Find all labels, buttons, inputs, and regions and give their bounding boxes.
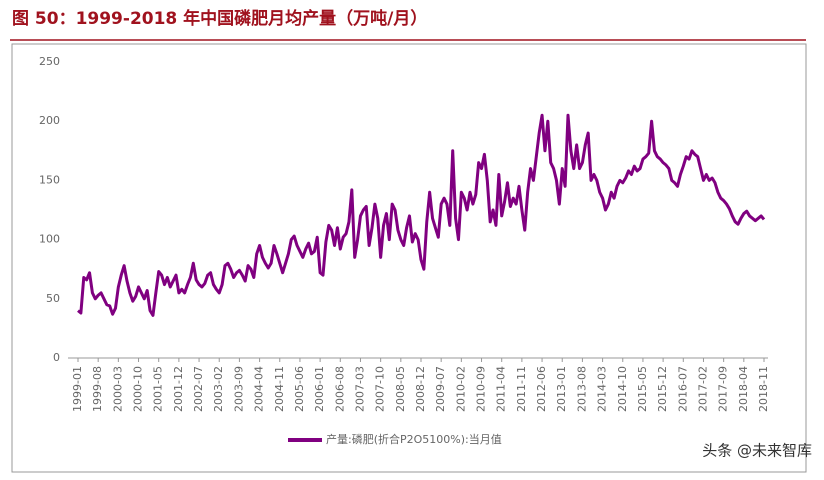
x-tick-label: 2013-01 <box>555 366 568 412</box>
x-tick-label: 2014-10 <box>616 366 629 412</box>
x-tick-label: 2009-07 <box>434 366 447 412</box>
x-tick-label: 1999-01 <box>71 366 84 412</box>
x-tick-label: 2006-08 <box>333 366 346 412</box>
x-tick-label: 2015-05 <box>636 366 649 412</box>
legend-label: 产量:磷肥(折合P2O5100%):当月值 <box>326 432 502 446</box>
x-tick-label: 2017-02 <box>696 366 709 412</box>
x-tick-label: 2006-01 <box>313 366 326 412</box>
y-tick-label: 100 <box>39 233 60 246</box>
y-tick-label: 200 <box>39 114 60 127</box>
x-tick-label: 2000-03 <box>111 366 124 412</box>
y-tick-label: 250 <box>39 55 60 68</box>
series-line <box>77 113 766 317</box>
x-tick-label: 2001-05 <box>152 366 165 412</box>
x-tick-label: 2003-02 <box>212 366 225 412</box>
x-tick-label: 2015-12 <box>656 366 669 412</box>
x-tick-label: 2001-12 <box>172 366 185 412</box>
x-tick-label: 2008-12 <box>414 366 427 412</box>
watermark: 头条 @未来智库 <box>702 442 812 460</box>
x-tick-label: 2005-06 <box>293 366 306 412</box>
x-tick-label: 2000-10 <box>132 366 145 412</box>
chart-frame <box>11 43 807 473</box>
x-tick-label: 2004-04 <box>253 366 266 412</box>
x-tick-label: 2010-09 <box>475 366 488 412</box>
x-tick-label: 2010-02 <box>454 366 467 412</box>
x-tick-label: 2018-11 <box>757 366 770 412</box>
x-tick-label: 2012-06 <box>535 366 548 412</box>
x-tick-label: 2013-08 <box>575 366 588 412</box>
y-tick-label: 150 <box>39 173 60 186</box>
x-tick-label: 1999-08 <box>91 366 104 412</box>
x-tick-label: 2007-03 <box>353 366 366 412</box>
x-tick-label: 2008-05 <box>394 366 407 412</box>
chart-title: 图 50：1999-2018 年中国磷肥月均产量（万吨/月） <box>12 8 427 29</box>
x-tick-label: 2011-11 <box>515 366 528 412</box>
x-tick-label: 2002-07 <box>192 366 205 412</box>
x-tick-label: 2017-09 <box>717 366 730 412</box>
x-tick-label: 2011-04 <box>495 366 508 412</box>
x-tick-label: 2007-10 <box>374 366 387 412</box>
x-tick-label: 2004-11 <box>273 366 286 412</box>
x-tick-label: 2014-03 <box>596 366 609 412</box>
x-tick-label: 2003-09 <box>232 366 245 412</box>
y-tick-label: 50 <box>46 292 60 305</box>
y-tick-label: 0 <box>53 351 60 364</box>
x-tick-label: 2018-04 <box>737 366 750 412</box>
x-tick-label: 2016-07 <box>676 366 689 412</box>
